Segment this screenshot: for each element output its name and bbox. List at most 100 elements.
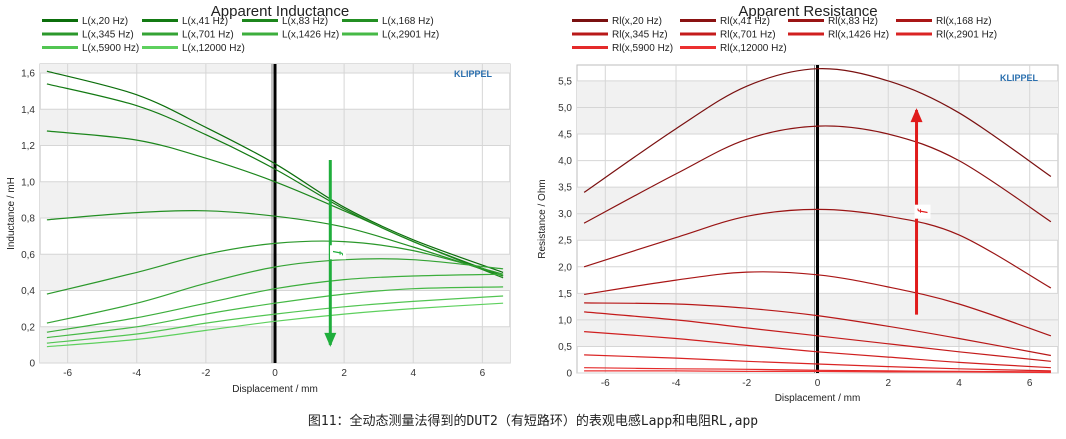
x-tick-label: 0 bbox=[272, 368, 278, 379]
y-tick-label: 0,8 bbox=[21, 214, 35, 225]
y-tick-label: 4,5 bbox=[558, 130, 572, 141]
y-tick-label: 0,5 bbox=[558, 342, 572, 353]
y-axis-label: Resistance / Ohm bbox=[537, 179, 548, 258]
series-line bbox=[584, 302, 1052, 357]
series-line bbox=[46, 240, 504, 295]
legend-item: L(x,2901 Hz) bbox=[342, 30, 439, 41]
x-tick-label: 6 bbox=[1027, 378, 1033, 389]
y-tick-label: 0,4 bbox=[21, 286, 35, 297]
series-line bbox=[583, 125, 1052, 224]
x-tick-label: -6 bbox=[63, 368, 72, 379]
legend-item: Rl(x,41 Hz) bbox=[680, 16, 770, 27]
y-tick-label: 0 bbox=[566, 369, 572, 380]
y-tick-label: 1,4 bbox=[21, 105, 35, 116]
legend-label: L(x,41 Hz) bbox=[182, 16, 228, 27]
chart-resistance: Apparent Resistance Rl(x,20 Hz) Rl(x,41 Hz… bbox=[537, 3, 1059, 404]
frequency-arrow-head bbox=[910, 108, 923, 123]
series-line bbox=[46, 258, 504, 324]
series-line bbox=[46, 210, 504, 277]
series-line bbox=[583, 68, 1052, 193]
x-tick-label: 4 bbox=[410, 368, 416, 379]
legend-item: L(x,20 Hz) bbox=[42, 16, 128, 27]
legend-label: L(x,20 Hz) bbox=[82, 16, 128, 27]
x-tick-label: -2 bbox=[742, 378, 751, 389]
legend-item: Rl(x,345 Hz) bbox=[572, 30, 668, 41]
x-tick-label: -4 bbox=[132, 368, 141, 379]
y-tick-label: 0 bbox=[29, 359, 35, 370]
figure-caption: 图11：全动态测量法得到的DUT2（有短路环）的表观电感Lapp和电阻RL,ap… bbox=[307, 414, 759, 429]
brand-label: KLIPPEL bbox=[454, 69, 493, 79]
series-line bbox=[46, 130, 504, 279]
y-tick-label: 0,6 bbox=[21, 250, 35, 261]
legend-label: Rl(x,5900 Hz) bbox=[612, 43, 673, 54]
x-axis-label: Displacement / mm bbox=[232, 384, 318, 395]
legend-label: L(x,1426 Hz) bbox=[282, 30, 339, 41]
series-line bbox=[584, 331, 1051, 369]
series-line bbox=[46, 273, 504, 333]
y-tick-label: 5,0 bbox=[558, 103, 572, 114]
series-line bbox=[46, 295, 504, 344]
legend-item: Rl(x,83 Hz) bbox=[788, 16, 878, 27]
x-tick-label: 0 bbox=[815, 378, 821, 389]
y-tick-label: 2,0 bbox=[558, 262, 572, 273]
y-axis-label: Inductance / mH bbox=[6, 177, 17, 250]
y-tick-label: 1,0 bbox=[21, 177, 35, 188]
legend-label: L(x,345 Hz) bbox=[82, 30, 134, 41]
y-tick-label: 1,0 bbox=[558, 315, 572, 326]
chart-title: Apparent Inductance bbox=[211, 3, 349, 20]
legend-item: Rl(x,2901 Hz) bbox=[896, 30, 997, 41]
x-tick-label: 2 bbox=[885, 378, 891, 389]
y-tick-label: 4,0 bbox=[558, 156, 572, 167]
legend-item: L(x,83 Hz) bbox=[242, 16, 328, 27]
legend-label: Rl(x,41 Hz) bbox=[720, 16, 770, 27]
legend-label: L(x,83 Hz) bbox=[282, 16, 328, 27]
x-tick-label: 6 bbox=[480, 368, 486, 379]
legend-item: Rl(x,701 Hz) bbox=[680, 30, 776, 41]
chart-title: Apparent Resistance bbox=[738, 3, 877, 20]
series-line bbox=[46, 302, 504, 348]
legend-label: Rl(x,168 Hz) bbox=[936, 16, 992, 27]
x-tick-label: 4 bbox=[956, 378, 962, 389]
chart-inductance: Apparent Inductance L(x,20 Hz) L(x,41 Hz) L… bbox=[6, 3, 511, 395]
legend-item: L(x,1426 Hz) bbox=[242, 30, 339, 41]
x-tick-label: 2 bbox=[341, 368, 347, 379]
brand-label: KLIPPEL bbox=[1000, 73, 1039, 83]
legend-label: Rl(x,83 Hz) bbox=[828, 16, 878, 27]
y-tick-label: 2,5 bbox=[558, 236, 572, 247]
frequency-label-bg bbox=[330, 245, 347, 260]
y-tick-label: 1,6 bbox=[21, 69, 35, 80]
legend-item: L(x,41 Hz) bbox=[142, 16, 228, 27]
series-line bbox=[584, 311, 1051, 362]
x-tick-label: -6 bbox=[601, 378, 610, 389]
series-line bbox=[584, 354, 1051, 372]
x-tick-label: -2 bbox=[201, 368, 210, 379]
legend-label: Rl(x,12000 Hz) bbox=[720, 43, 787, 54]
legend-label: Rl(x,1426 Hz) bbox=[828, 30, 889, 41]
legend-item: Rl(x,12000 Hz) bbox=[680, 43, 787, 54]
y-tick-label: 1,2 bbox=[21, 141, 35, 152]
legend-label: L(x,168 Hz) bbox=[382, 16, 434, 27]
y-tick-label: 1,5 bbox=[558, 289, 572, 300]
y-tick-label: 5,5 bbox=[558, 76, 572, 87]
legend-label: L(x,2901 Hz) bbox=[382, 30, 439, 41]
legend-label: Rl(x,345 Hz) bbox=[612, 30, 668, 41]
x-axis-label: Displacement / mm bbox=[775, 393, 861, 404]
series-line bbox=[46, 70, 504, 273]
legend-item: L(x,168 Hz) bbox=[342, 16, 434, 27]
legend-label: L(x,5900 Hz) bbox=[82, 43, 139, 54]
frequency-label-bg bbox=[914, 204, 931, 219]
y-tick-label: 3,0 bbox=[558, 209, 572, 220]
legend-item: Rl(x,1426 Hz) bbox=[788, 30, 889, 41]
frequency-label: f bbox=[330, 250, 346, 256]
series-line bbox=[584, 370, 1051, 374]
series-line bbox=[584, 271, 1052, 337]
legend-item: Rl(x,168 Hz) bbox=[896, 16, 992, 27]
legend-item: L(x,12000 Hz) bbox=[142, 43, 245, 54]
legend-item: L(x,345 Hz) bbox=[42, 30, 134, 41]
series-line bbox=[583, 208, 1052, 289]
y-tick-label: 3,5 bbox=[558, 183, 572, 194]
legend-label: Rl(x,20 Hz) bbox=[612, 16, 662, 27]
legend-label: L(x,701 Hz) bbox=[182, 30, 234, 41]
legend-item: L(x,701 Hz) bbox=[142, 30, 234, 41]
